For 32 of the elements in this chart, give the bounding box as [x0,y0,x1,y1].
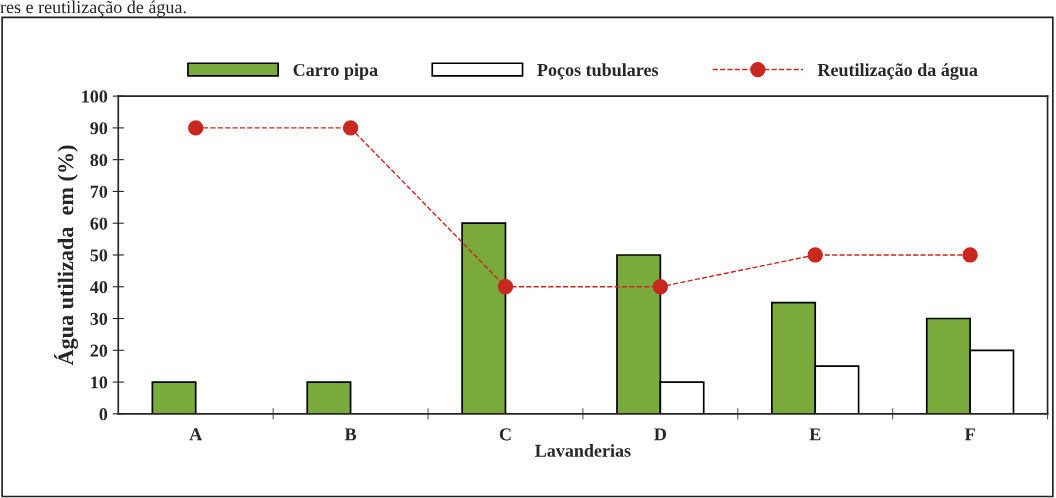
y-tick-label: 0 [99,408,108,421]
point [807,247,823,263]
x-tick-label: B [344,428,357,441]
x-tick-label: E [809,428,821,441]
y-tick-label: 10 [91,376,108,389]
y-tick-label: 100 [82,90,108,103]
legend-label: Poços tubulares [537,63,659,80]
text: res e reutilização de água. [0,0,186,17]
point [188,120,204,136]
point [962,247,978,263]
bar [306,381,352,414]
bar [461,222,507,414]
x-axis-title: Lavanderias [535,444,631,457]
y-tick-label: 60 [90,217,108,230]
point [497,279,514,295]
y-axis-title: Água utilizada em (%) [54,145,78,366]
y-tick-label: 80 [90,153,108,167]
legend-label: Reutilização da água [817,63,978,80]
bar [151,381,197,414]
y-tick-label: 50 [90,249,108,262]
x-tick-label: D [654,428,666,441]
y-tick-label: 40 [90,281,108,294]
point [652,279,668,295]
y-tick-label: 30 [90,312,108,325]
x-tick-label: F [964,428,975,441]
x-tick-label: C [499,428,511,441]
x-tick-label: A [189,428,203,441]
y-tick-label: 90 [90,122,108,135]
y-tick-label: 70 [90,185,108,198]
point [342,120,359,136]
y-tick-label: 20 [90,344,108,357]
legend-label: Carro pipa [293,63,378,80]
